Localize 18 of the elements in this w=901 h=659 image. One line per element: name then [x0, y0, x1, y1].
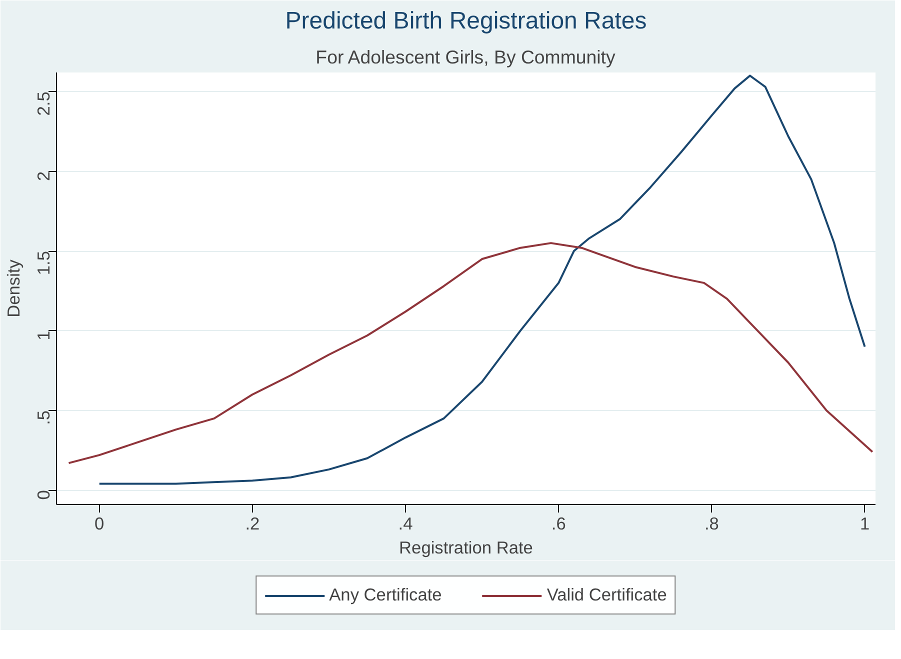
y-tick-label: 1.5 [34, 251, 54, 276]
x-tick-label: .4 [398, 514, 414, 534]
x-axis-title: Registration Rate [399, 538, 533, 558]
y-axis-title: Density [4, 259, 24, 318]
x-tick-label: 1 [860, 514, 870, 534]
legend-label: Valid Certificate [546, 584, 667, 606]
y-tick-label: 1 [34, 330, 54, 340]
x-tick-label: .6 [551, 514, 566, 534]
legend-label: Any Certificate [329, 584, 442, 606]
chart-subtitle: For Adolescent Girls, By Community [316, 46, 616, 68]
y-tick-label: .5 [34, 410, 54, 425]
y-tick-label: 0 [34, 490, 54, 500]
x-tick-label: 0 [94, 514, 104, 534]
x-tick-label: .8 [704, 514, 719, 534]
chart-title: Predicted Birth Registration Rates [285, 8, 647, 34]
y-tick-label: 2.5 [34, 92, 54, 116]
x-tick-label: .2 [245, 514, 260, 534]
y-tick-label: 2 [34, 171, 54, 181]
